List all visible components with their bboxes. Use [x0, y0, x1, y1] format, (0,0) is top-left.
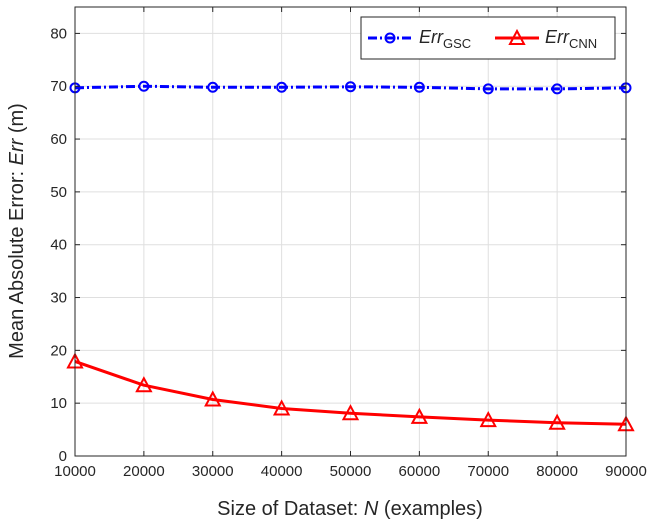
- y-tick-label: 10: [50, 395, 67, 412]
- y-tick-label: 70: [50, 78, 67, 95]
- y-axis-title: Mean Absolute Error: Err (m): [6, 103, 28, 359]
- data-point-gsc: [207, 81, 219, 93]
- x-tick-label: 20000: [123, 463, 165, 480]
- legend-marker-cnn: [508, 28, 526, 45]
- y-tick-label: 20: [50, 342, 67, 359]
- x-tick-label: 60000: [399, 463, 441, 480]
- data-point-gsc: [345, 81, 356, 93]
- legend-marker-gsc: [384, 32, 396, 44]
- data-point-gsc: [138, 80, 150, 92]
- data-point-cnn: [548, 413, 566, 430]
- x-tick-label: 30000: [192, 463, 234, 480]
- data-point-gsc: [276, 81, 288, 93]
- x-tick-label: 50000: [330, 463, 372, 480]
- x-tick-label: 70000: [467, 463, 509, 480]
- y-tick-label: 60: [50, 131, 67, 148]
- x-tick-label: 40000: [261, 463, 303, 480]
- series-line-cnn: [74, 360, 627, 426]
- x-axis-title: Size of Dataset: N (examples): [217, 498, 483, 520]
- y-tick-label: 40: [50, 237, 67, 254]
- data-point-cnn: [479, 410, 497, 428]
- y-tick-label: 80: [50, 25, 67, 42]
- legend: ErrGSC ErrCNN: [360, 16, 616, 60]
- data-point-cnn: [272, 399, 291, 416]
- data-point-gsc: [413, 81, 425, 93]
- data-point-cnn: [410, 407, 429, 424]
- series-line-gsc: [74, 84, 627, 91]
- x-tick-label: 10000: [54, 463, 96, 480]
- y-tick-label: 0: [59, 448, 67, 465]
- legend-label-gsc: ErrGSC: [419, 27, 471, 51]
- axis-ticks: 10000 20000 30000 40000 50000 60000 70000 80000…: [50, 7, 647, 480]
- x-tick-label: 90000: [605, 463, 647, 480]
- y-tick-label: 30: [50, 290, 67, 307]
- x-tick-label: 80000: [536, 463, 578, 480]
- data-point-gsc: [551, 83, 563, 95]
- data-point-cnn: [135, 376, 153, 393]
- data-point-cnn: [341, 404, 360, 421]
- y-tick-label: 50: [50, 184, 67, 201]
- legend-label-cnn: ErrCNN: [545, 27, 597, 51]
- data-point-cnn: [204, 390, 222, 407]
- data-point-gsc: [482, 83, 494, 95]
